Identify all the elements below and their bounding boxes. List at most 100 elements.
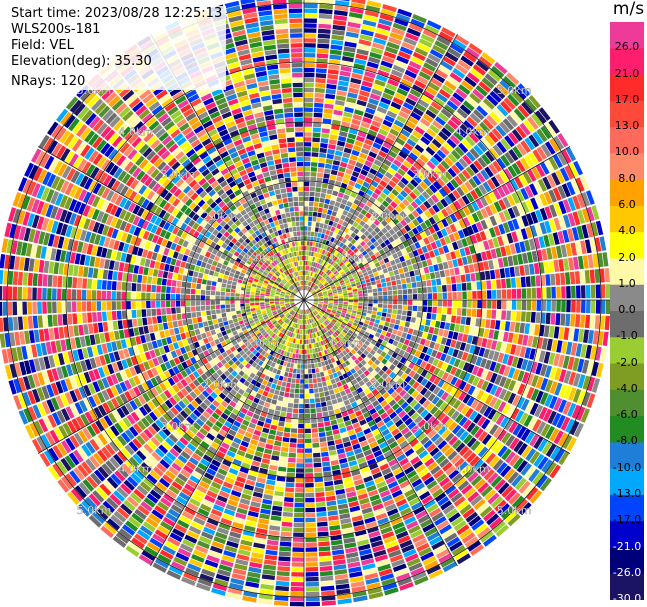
velocity-gate xyxy=(406,520,419,530)
velocity-gate xyxy=(447,488,460,499)
velocity-gate xyxy=(220,304,226,309)
velocity-gate xyxy=(490,496,504,509)
velocity-gate xyxy=(254,537,266,544)
velocity-gate xyxy=(321,316,326,321)
velocity-gate xyxy=(477,416,487,427)
velocity-gate xyxy=(339,427,347,434)
velocity-gate xyxy=(364,331,370,337)
velocity-gate xyxy=(447,450,458,461)
velocity-gate xyxy=(454,413,464,424)
velocity-gate xyxy=(398,349,405,357)
velocity-gate xyxy=(201,311,207,317)
velocity-gate xyxy=(481,418,491,430)
velocity-gate xyxy=(265,303,270,307)
velocity-gate xyxy=(367,310,372,314)
velocity-gate xyxy=(279,338,284,344)
velocity-gate xyxy=(450,315,457,323)
velocity-gate xyxy=(381,372,389,380)
velocity-gate xyxy=(215,309,221,314)
velocity-gate xyxy=(346,450,355,457)
velocity-gate xyxy=(411,356,419,364)
velocity-gate xyxy=(382,582,398,591)
velocity-gate xyxy=(358,300,363,303)
velocity-gate xyxy=(192,277,198,283)
velocity-gate xyxy=(279,541,292,547)
velocity-gate xyxy=(305,473,314,478)
velocity-gate xyxy=(541,441,553,455)
velocity-gate xyxy=(591,361,599,377)
velocity-gate xyxy=(196,485,208,494)
velocity-gate xyxy=(147,317,153,325)
velocity-gate xyxy=(318,303,323,305)
velocity-gate xyxy=(539,477,552,492)
velocity-gate xyxy=(349,413,357,420)
velocity-gate xyxy=(111,301,117,311)
velocity-gate xyxy=(208,485,220,494)
velocity-gate xyxy=(314,477,324,483)
velocity-gate xyxy=(454,378,463,388)
velocity-gate xyxy=(434,516,447,526)
velocity-gate xyxy=(381,428,390,437)
velocity-gate xyxy=(315,309,319,313)
velocity-gate xyxy=(305,581,319,587)
velocity-gate xyxy=(286,336,290,342)
velocity-gate xyxy=(389,364,396,371)
velocity-gate xyxy=(350,349,357,355)
velocity-gate xyxy=(289,342,293,348)
velocity-gate xyxy=(346,424,354,432)
velocity-gate xyxy=(385,540,398,549)
velocity-gate xyxy=(483,534,497,547)
velocity-gate xyxy=(281,406,287,412)
velocity-gate xyxy=(318,300,324,302)
velocity-gate xyxy=(179,543,194,553)
velocity-gate xyxy=(320,585,335,591)
velocity-gate xyxy=(349,576,364,583)
velocity-gate xyxy=(58,262,65,275)
velocity-gate xyxy=(340,338,346,344)
velocity-gate xyxy=(238,502,249,510)
velocity-gate xyxy=(106,290,112,300)
velocity-gate xyxy=(331,310,336,314)
velocity-gate xyxy=(218,273,224,279)
velocity-gate xyxy=(308,339,311,344)
velocity-gate xyxy=(462,394,471,404)
velocity-gate xyxy=(92,312,98,323)
velocity-gate xyxy=(270,211,276,217)
velocity-gate xyxy=(558,326,565,340)
velocity-gate xyxy=(321,309,326,312)
velocity-gate xyxy=(151,277,158,285)
velocity-gate xyxy=(242,530,255,537)
velocity-gate xyxy=(337,453,347,460)
velocity-gate xyxy=(338,422,346,429)
velocity-gate xyxy=(522,483,535,497)
velocity-gate xyxy=(408,378,416,387)
velocity-gate xyxy=(446,315,452,323)
velocity-gate xyxy=(392,374,400,382)
velocity-gate xyxy=(424,363,432,371)
velocity-gate xyxy=(359,391,366,398)
velocity-gate xyxy=(526,300,532,311)
velocity-gate xyxy=(410,566,425,577)
velocity-gate xyxy=(445,508,458,519)
velocity-gate xyxy=(417,432,427,442)
velocity-gate xyxy=(298,324,301,329)
velocity-gate xyxy=(341,395,349,401)
velocity-gate xyxy=(296,463,304,468)
velocity-gate xyxy=(311,333,315,339)
velocity-gate xyxy=(321,350,326,356)
velocity-gate xyxy=(514,322,521,333)
velocity-gate xyxy=(385,368,393,376)
velocity-gate xyxy=(153,324,159,332)
velocity-gate xyxy=(353,300,358,303)
velocity-gate xyxy=(250,305,255,309)
velocity-gate xyxy=(353,479,364,486)
velocity-gate xyxy=(269,301,275,304)
velocity-gate xyxy=(414,323,420,330)
velocity-gate xyxy=(251,496,262,503)
velocity-gate xyxy=(291,378,296,384)
velocity-gate xyxy=(332,361,338,368)
velocity-gate xyxy=(313,301,319,303)
velocity-gate xyxy=(420,387,428,396)
velocity-gate xyxy=(385,376,392,384)
velocity-gate xyxy=(397,309,402,315)
